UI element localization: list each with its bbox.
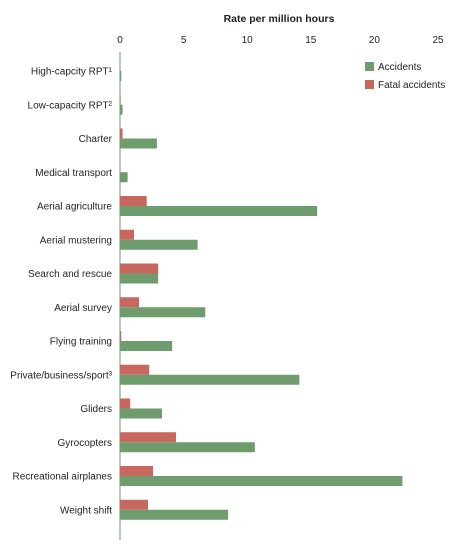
bar-accidents [120,273,159,284]
bar-accidents [120,476,403,486]
bar-fatal-accidents [120,432,176,443]
legend-swatch-fatal-accidents [365,80,374,89]
bar-fatal-accidents [120,466,154,476]
x-tick-label: 0 [117,35,123,46]
bar-fatal-accidents [120,196,147,206]
bar-fatal-accidents [120,499,148,510]
bar-accidents [120,307,206,318]
bar-accidents [120,509,229,520]
category-label: Low-capacity RPT² [28,100,113,111]
legend-label-fatal-accidents: Fatal accidents [378,80,445,91]
x-tick-label: 15 [305,35,317,46]
category-label: Recreational airplanes [12,472,112,483]
x-tick-label: 25 [432,35,444,46]
bar-accidents [120,206,318,216]
bar-accidents [120,239,198,250]
bar-accidents [120,408,162,419]
x-tick-label: 5 [181,35,187,46]
bar-accidents [120,138,157,149]
category-labels: High-capcity RPT¹ Low-capacity RPT² Charte… [10,67,112,517]
bar-fatal-accidents [120,229,134,240]
x-tick-label: 20 [369,35,381,46]
category-label: Gyrocopters [58,438,112,449]
category-label: Charter [79,134,113,145]
bar-fatal-accidents [120,297,140,308]
category-label: Search and rescue [28,269,112,280]
category-label: Aerial survey [54,303,112,314]
bar-fatal-accidents [120,263,159,274]
bar-fatal-accidents [120,94,121,105]
category-label: Gliders [80,404,112,415]
category-label: Aerial agriculture [37,202,112,213]
legend-label-accidents: Accidents [378,62,421,73]
legend: Accidents Fatal accidents [365,62,445,91]
chart-title: Rate per million hours [224,13,335,25]
category-label: Medical transport [35,168,112,179]
bar-accidents [120,71,122,81]
bar-fatal-accidents [120,398,131,409]
category-label: Flying training [50,337,112,348]
category-label: Aerial mustering [40,235,112,246]
bar-accidents [120,442,255,453]
bar-accidents [120,104,123,115]
bar-accidents [120,341,173,351]
category-label: Private/business/sport³ [10,370,112,381]
bar-fatal-accidents [120,364,150,375]
category-label: Weight shift [60,505,112,516]
bar-fatal-accidents [120,128,123,139]
x-tick-label: 10 [242,35,254,46]
bar-accidents [120,374,300,385]
x-axis-ticks: 0 5 10 15 20 25 [117,35,444,46]
bar-accidents [120,172,128,183]
category-label: High-capcity RPT¹ [31,67,113,78]
bar-fatal-accidents [120,331,122,341]
legend-swatch-accidents [365,62,374,71]
bars [120,71,403,520]
